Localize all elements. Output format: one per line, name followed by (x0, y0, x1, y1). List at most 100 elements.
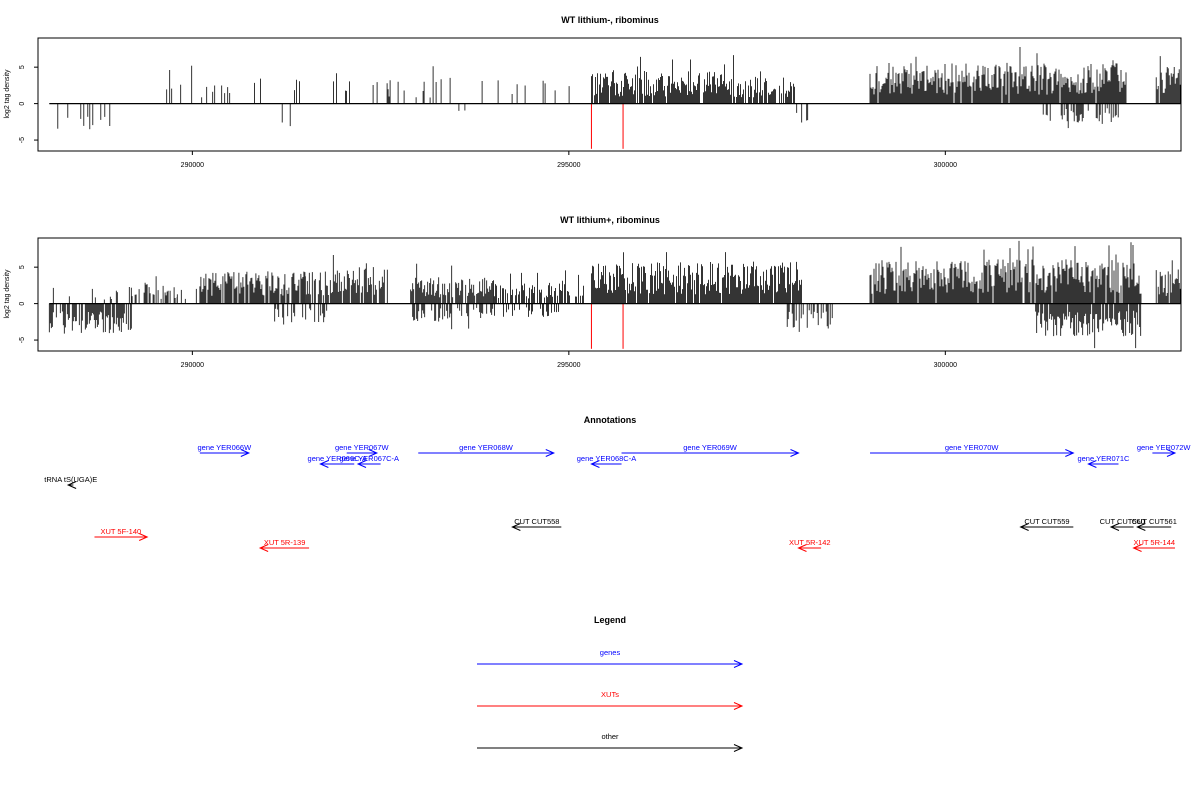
x-tick-label: 290000 (181, 162, 204, 169)
y-axis-label: log2 tag density (4, 269, 11, 319)
y-axis: -5 0 5 (19, 65, 38, 143)
feature-label: gene YER070W (945, 443, 1000, 452)
legend-panel: Legend genes XUTs other (477, 615, 744, 752)
feature-XUTs: XUT 5F-140 (94, 527, 149, 541)
x-axis: 290000 295000 300000 (181, 351, 957, 369)
legend-arrow-head (733, 660, 744, 668)
y-axis-label: log2 tag density (4, 69, 11, 119)
feature-arrow-head (66, 481, 77, 489)
feature-arrow-head (511, 523, 521, 531)
x-tick-label: 290000 (181, 362, 204, 369)
legend-label: XUTs (601, 690, 619, 699)
feature-arrow-head (1087, 460, 1097, 468)
feature-other: CUT CUT561 (1132, 517, 1177, 531)
feature-genes: gene YER072W (1137, 443, 1192, 457)
legend-items: genes XUTs other (477, 648, 744, 752)
legend-item: genes (477, 648, 744, 668)
feature-label: CUT CUT559 (1024, 517, 1069, 526)
y-tick-label: 5 (19, 265, 26, 269)
feature-arrows: tRNA tS(UGA)E gene YER066W gene YER067W gen… (44, 443, 1191, 552)
feature-label: gene YER071C (1077, 454, 1130, 463)
feature-arrow-head (1019, 523, 1029, 531)
feature-label: gene YER066C-A (308, 454, 367, 463)
annotations-title: Annotations (584, 415, 637, 425)
annotations-panel: Annotations tRNA tS(UGA)E gene YER066W gen… (44, 415, 1191, 552)
track-title: WT lithium+, ribominus (560, 215, 660, 225)
feature-label: gene YER072W (1137, 443, 1192, 452)
feature-genes: gene YER067W (335, 443, 390, 457)
track-panel-lithium-minus: WT lithium-, ribominus log2 tag density … (4, 15, 1182, 169)
feature-genes: gene YER068W (418, 443, 556, 457)
legend-label: other (601, 732, 619, 741)
x-tick-label: 295000 (557, 362, 580, 369)
feature-label: gene YER069W (683, 443, 738, 452)
y-tick-label: 0 (19, 102, 26, 106)
feature-arrow-head (138, 533, 149, 541)
feature-genes: gene YER068C-A (577, 454, 636, 468)
feature-label: XUT 5F-140 (100, 527, 141, 536)
plot-frame (37, 237, 1182, 352)
feature-arrow-head (1109, 523, 1120, 531)
y-axis: -5 0 5 (19, 265, 38, 343)
feature-label: gene YER068W (459, 443, 514, 452)
feature-label: tRNA tS(UGA)E (44, 475, 97, 484)
feature-arrow-head (1136, 523, 1146, 531)
feature-XUTs: XUT 5R-142 (789, 538, 831, 552)
feature-label: gene YER068C-A (577, 454, 636, 463)
x-tick-label: 300000 (934, 362, 957, 369)
feature-arrow-head (240, 449, 251, 457)
feature-genes: gene YER069W (621, 443, 800, 457)
feature-label: XUT 5R-139 (264, 538, 306, 547)
coverage-bars (57, 47, 1181, 130)
legend-arrow-head (733, 702, 744, 710)
feature-genes: gene YER071C (1077, 454, 1130, 468)
feature-genes: gene YER070W (870, 443, 1075, 457)
feature-label: gene YER066W (198, 443, 253, 452)
feature-arrow-head (590, 460, 600, 468)
feature-other: tRNA tS(UGA)E (44, 475, 97, 489)
feature-arrow-head (797, 544, 807, 552)
coverage-bars (48, 240, 1181, 349)
feature-arrow-head (319, 460, 329, 468)
y-tick-label: -5 (19, 337, 26, 343)
feature-arrow-head (1132, 544, 1142, 552)
legend-item: XUTs (477, 690, 744, 710)
feature-XUTs: XUT 5R-144 (1132, 538, 1175, 552)
track-title: WT lithium-, ribominus (561, 15, 659, 25)
legend-item: other (477, 732, 744, 752)
feature-label: gene YER067W (335, 443, 390, 452)
x-axis: 290000 295000 300000 (181, 151, 957, 169)
feature-label: XUT 5R-142 (789, 538, 831, 547)
x-tick-label: 300000 (934, 162, 957, 169)
track-panel-lithium-plus: WT lithium+, ribominus log2 tag density … (4, 215, 1182, 369)
feature-label: CUT CUT558 (514, 517, 559, 526)
feature-label: XUT 5R-144 (1133, 538, 1175, 547)
feature-arrow-head (1166, 449, 1177, 457)
feature-arrow-head (790, 449, 800, 457)
legend-arrow-head (733, 744, 744, 752)
plot-frame (37, 37, 1182, 152)
feature-label: CUT CUT561 (1132, 517, 1177, 526)
feature-arrow-head (258, 544, 269, 552)
feature-other: CUT CUT558 (511, 517, 562, 531)
legend-title: Legend (594, 615, 626, 625)
x-tick-label: 295000 (557, 162, 580, 169)
y-tick-label: 0 (19, 302, 26, 306)
feature-genes: gene YER066C-A (308, 454, 367, 468)
feature-arrow-head (1065, 449, 1075, 457)
red-marker-lines (590, 303, 624, 349)
feature-other: CUT CUT559 (1019, 517, 1074, 531)
feature-label: gene YER067C-A (340, 454, 399, 463)
feature-arrow-head (368, 449, 379, 457)
red-marker-lines (590, 103, 624, 149)
legend-label: genes (600, 648, 621, 657)
feature-label: CUT CUT560 (1100, 517, 1145, 526)
y-tick-label: -5 (19, 137, 26, 143)
feature-arrow-head (545, 449, 556, 457)
feature-genes: gene YER066W (198, 443, 253, 457)
feature-other: CUT CUT560 (1100, 517, 1145, 531)
y-tick-label: 5 (19, 65, 26, 69)
feature-genes: gene YER067C-A (340, 454, 399, 468)
